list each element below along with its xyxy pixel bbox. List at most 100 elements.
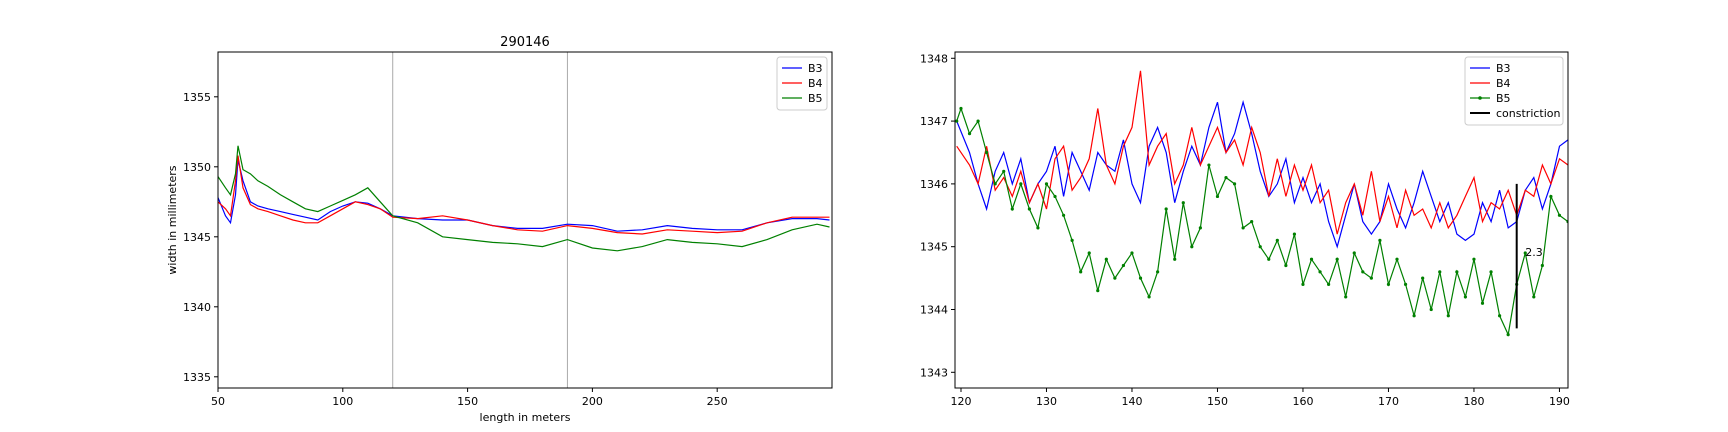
legend-label: B4 [1496,77,1511,90]
series-line-b5 [956,106,1568,337]
x-tick-label: 190 [1549,395,1570,408]
data-point [1207,163,1211,167]
legend-marker [1478,96,1482,100]
data-point [993,182,997,186]
x-tick-label: 180 [1463,395,1484,408]
data-point [1147,295,1151,299]
data-point [1104,257,1108,261]
left-chart-panel: 50 100 150 200 250 1335 1340 1345 1350 1355 290146… [166,35,833,424]
x-axis-label: length in meters [480,411,571,424]
y-tick-label: 1346 [920,178,948,191]
y-tick-label: 1345 [920,241,948,254]
y-tick-label: 1345 [183,231,211,244]
data-point [1532,295,1536,299]
legend-label: B5 [1496,92,1511,105]
series-line-b3 [218,159,830,232]
data-point [1250,219,1254,224]
data-point [1258,245,1262,249]
data-point [1070,238,1074,243]
legend-label: B3 [808,62,823,75]
data-point [1498,314,1502,318]
x-tick-label: 150 [457,395,478,408]
data-point [1446,314,1450,318]
x-tick-label: 100 [332,395,353,408]
x-tick-label: 250 [707,395,728,408]
data-point [1019,182,1023,186]
data-point [1241,226,1245,230]
data-point [1284,263,1288,268]
data-point [1181,201,1185,205]
series-line-b4 [218,155,830,235]
series-line-b4 [956,70,1568,235]
y-tick-label: 1344 [920,303,948,316]
data-point [1429,307,1433,312]
y-tick-label: 1350 [183,161,211,174]
data-point [1215,194,1220,199]
x-tick-label: 200 [582,395,603,408]
x-tick-label: 160 [1292,395,1313,408]
data-point [1352,251,1356,255]
data-point [1053,194,1057,199]
data-point [1121,263,1126,268]
data-point [1506,333,1510,337]
axes-frame [954,51,1569,389]
data-point [1438,270,1442,274]
data-point [1292,232,1297,236]
y-tick-label: 1347 [920,115,948,128]
x-tick-label: 50 [211,395,225,408]
legend-label: constriction [1496,107,1561,120]
data-point [1421,276,1425,280]
data-point [1412,314,1416,318]
data-point [1130,251,1134,255]
x-tick-label: 120 [950,395,971,408]
data-point [1044,182,1049,186]
legend-label: B5 [808,92,823,105]
legend: B3 B4 B5 constriction [1464,56,1564,126]
y-tick-label: 1343 [920,366,948,379]
data-point [1489,270,1493,274]
data-point [1344,295,1348,299]
data-point [1010,207,1014,211]
x-tick-label: 170 [1378,395,1399,408]
series-line-b3 [956,99,1568,249]
data-point [959,106,963,111]
data-point [985,150,989,155]
data-point [1463,295,1468,299]
legend: B3 B4 B5 [776,56,828,111]
data-point [1403,282,1408,286]
legend-box [1464,56,1564,126]
data-point [967,132,972,136]
data-point [1079,270,1083,274]
data-point [1190,245,1194,249]
y-tick-label: 1355 [183,91,211,104]
data-point [1335,257,1339,261]
data-point [1232,182,1237,186]
legend-label: B3 [1496,62,1511,75]
y-axis-label: width in millimeters [166,165,179,274]
data-point [1480,301,1485,305]
data-point [1138,276,1143,280]
data-point [1549,194,1553,199]
series-line-b5 [218,145,830,252]
data-point [1087,251,1091,255]
annotation-label: 2.3 [1525,246,1543,259]
plot-area [955,70,1568,337]
data-point [1301,282,1305,286]
data-point [1386,282,1391,286]
x-tick-label: 150 [1207,395,1228,408]
x-tick-label: 130 [1036,395,1057,408]
data-point [1540,263,1544,268]
data-point [1096,289,1100,293]
x-tick-label: 140 [1121,395,1142,408]
data-point [1557,213,1562,217]
data-point [1318,270,1322,274]
data-point [1002,169,1006,173]
data-point [1395,257,1399,261]
data-point [1275,238,1279,243]
plot-area [218,145,830,252]
data-point [1113,276,1117,280]
chart-title: 290146 [500,35,550,50]
data-point [1267,257,1271,261]
data-point [955,119,959,123]
